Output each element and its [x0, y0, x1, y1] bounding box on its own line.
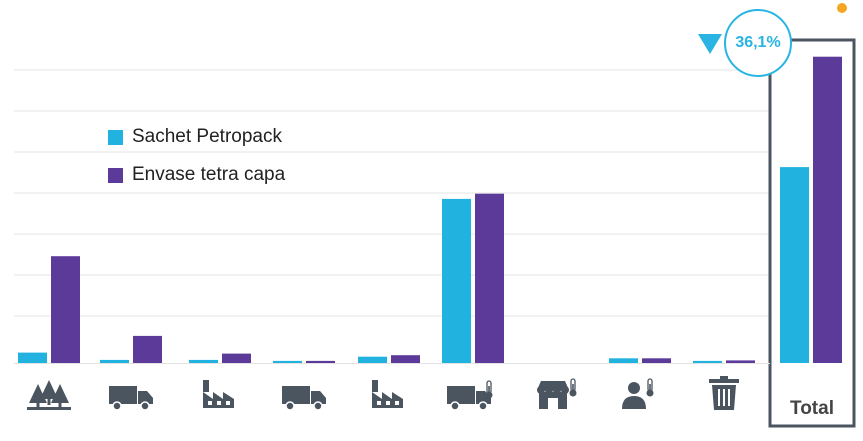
- legend-item-tetra: Envase tetra capa: [108, 163, 285, 187]
- person-thermometer-icon-7: [622, 378, 654, 409]
- bar-series1-cat7: [642, 358, 671, 363]
- bar-series0-cat4: [358, 356, 387, 363]
- gridlines: [14, 69, 770, 317]
- legend-item-sachet: Sachet Petropack: [108, 125, 285, 149]
- bar-series0-cat8: [693, 360, 722, 363]
- refrigerated-truck-icon-5: [447, 380, 493, 411]
- bar-series1-cat1: [133, 335, 162, 363]
- legend-swatch-sachet: [108, 129, 123, 145]
- down-triangle-icon: [698, 34, 722, 54]
- trees-icon-0: [27, 380, 71, 410]
- bar-series1-cat0: [51, 256, 80, 363]
- bar-series1-cat8: [726, 360, 755, 363]
- bar-series0-cat5: [442, 198, 471, 363]
- bar-series0-cat7: [609, 358, 638, 363]
- category-icons: [27, 376, 739, 411]
- store-thermometer-icon-6: [537, 378, 577, 409]
- factory-icon-2: [203, 380, 234, 408]
- bar-series0-cat3: [273, 360, 302, 363]
- legend: Sachet Petropack Envase tetra capa: [108, 125, 285, 201]
- callout-value: 36,1%: [735, 34, 781, 51]
- truck-icon-1: [109, 386, 153, 411]
- legend-swatch-tetra: [108, 167, 123, 183]
- bar-series1-cat3: [306, 360, 335, 363]
- factory-icon-4: [372, 380, 403, 408]
- bars: [18, 56, 842, 363]
- bar-series0-cat9: [780, 167, 809, 363]
- percentage-callout: 36,1%: [724, 9, 792, 77]
- legend-label-sachet: Sachet Petropack: [132, 126, 282, 147]
- bar-series1-cat9: [813, 56, 842, 363]
- bar-series1-cat5: [475, 193, 504, 363]
- truck-icon-3: [282, 386, 326, 411]
- legend-label-tetra: Envase tetra capa: [132, 164, 286, 185]
- tick-label-total: Total: [790, 398, 834, 419]
- orange-dot-icon: [837, 3, 847, 13]
- bar-series0-cat2: [189, 359, 218, 363]
- bar-series0-cat1: [100, 359, 129, 363]
- bar-series1-cat4: [391, 355, 420, 363]
- bar-series1-cat2: [222, 353, 251, 363]
- total-highlight-box: [768, 38, 856, 428]
- bar-series0-cat0: [18, 352, 47, 363]
- trash-icon-8: [709, 376, 739, 410]
